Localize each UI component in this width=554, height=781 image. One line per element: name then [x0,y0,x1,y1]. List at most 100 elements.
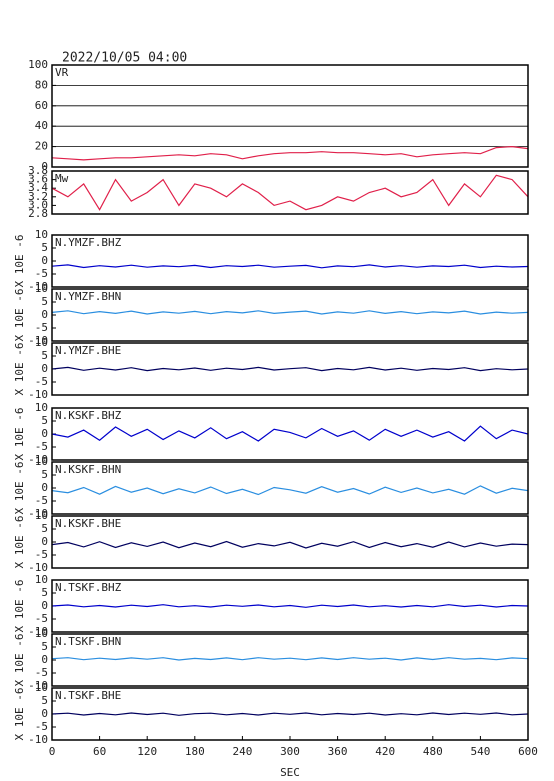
x-axis-label: SEC [280,766,300,779]
panel-label: N.KSKF.BHE [55,517,121,530]
y-tick-label: -10 [28,561,48,574]
y-tick-label: 3.6 [28,173,48,186]
y-tick-label: 5 [41,586,48,599]
y-tick-label: -5 [35,720,48,733]
y-tick-label: -10 [28,280,48,293]
x-tick-label: 60 [93,745,106,758]
y-tick-label: 10 [35,336,48,349]
y-tick-label: -10 [28,507,48,520]
trace [51,310,529,315]
panel-label: N.YMZF.BHN [55,290,121,303]
y-tick-label: 5 [41,349,48,362]
trace [51,540,529,549]
panel-label: N.TSKF.BHZ [55,581,122,594]
y-axis-label: X 10E -6 [13,580,26,633]
panel-label: N.KSKF.BHN [55,463,121,476]
y-tick-label: 10 [35,228,48,241]
y-tick-label: 10 [35,627,48,640]
panel-frame [51,342,529,396]
panel-frame [51,633,529,687]
y-tick-label: 80 [35,78,48,91]
x-tick-label: 480 [423,745,443,758]
y-tick-label: -5 [35,612,48,625]
x-tick-label: 180 [185,745,205,758]
panel-frame [51,461,529,515]
y-axis-label: X 10E -6 [13,516,26,569]
panel-frame [51,288,529,342]
y-tick-label: 0 [41,308,48,321]
y-tick-label: -10 [28,733,48,746]
y-tick-label: 10 [35,282,48,295]
y-tick-label: -5 [35,666,48,679]
panel-label: Mw [55,172,69,185]
y-tick-label: 5 [41,694,48,707]
y-tick-label: -10 [28,625,48,638]
y-tick-label: -10 [28,679,48,692]
y-tick-label: 3.0 [28,198,48,211]
y-tick-label: 5 [41,295,48,308]
y-tick-label: 10 [35,401,48,414]
y-axis-label: X 10E -6 [13,289,26,342]
y-tick-label: 0 [41,481,48,494]
y-tick-label: 10 [35,681,48,694]
y-tick-label: 0 [41,653,48,666]
y-tick-label: 10 [35,509,48,522]
panel-frame [51,407,529,461]
y-tick-label: 10 [35,573,48,586]
x-tick-label: 360 [328,745,348,758]
y-tick-label: 0 [41,160,48,173]
y-tick-label: -5 [35,440,48,453]
panel-label: N.TSKF.BHE [55,689,121,702]
trace [51,264,529,269]
x-tick-label: 0 [49,745,56,758]
trace [51,425,529,442]
x-tick-label: 120 [137,745,157,758]
y-tick-label: 0 [41,707,48,720]
y-axis-label: X 10E -6 [13,634,26,687]
chart-title: 2022/10/05 04:00 [62,51,187,66]
y-tick-label: 10 [35,455,48,468]
y-tick-label: 2.8 [28,207,48,220]
y-tick-label: -5 [35,375,48,388]
trace [51,485,529,496]
y-tick-label: 40 [35,119,48,132]
trace [51,174,529,211]
y-tick-label: 5 [41,640,48,653]
y-tick-label: -10 [28,388,48,401]
y-tick-label: -5 [35,548,48,561]
y-tick-label: 0 [41,535,48,548]
panel-label: N.YMZF.BHE [55,344,121,357]
y-tick-label: -5 [35,267,48,280]
panel-frame [51,170,529,215]
panel-frame [51,64,529,168]
x-tick-label: 300 [280,745,300,758]
y-axis-label: X 10E -6 [13,408,26,461]
y-tick-label: 5 [41,241,48,254]
y-tick-label: 0 [41,254,48,267]
trace [51,712,529,716]
trace [51,366,529,372]
y-tick-label: 60 [35,99,48,112]
panel-frame [51,515,529,569]
panel-label: N.KSKF.BHZ [55,409,122,422]
y-tick-label: -10 [28,453,48,466]
y-tick-label: 0 [41,362,48,375]
y-tick-label: 3.8 [28,164,48,177]
y-tick-label: 3.4 [28,181,48,194]
y-axis-label: X 10E -6 [13,235,26,288]
y-tick-label: 0 [41,427,48,440]
x-tick-label: 600 [518,745,538,758]
panel-frame [51,579,529,633]
y-tick-label: 0 [41,599,48,612]
y-tick-label: -10 [28,334,48,347]
trace [51,657,529,661]
x-tick-label: 540 [470,745,490,758]
y-tick-label: -5 [35,321,48,334]
x-tick-label: 240 [232,745,252,758]
trace [51,604,529,608]
trace [51,145,529,161]
x-tick-label: 420 [375,745,395,758]
y-axis-label: X 10E -6 [13,462,26,515]
y-axis-label: X 10E -6 [13,343,26,396]
